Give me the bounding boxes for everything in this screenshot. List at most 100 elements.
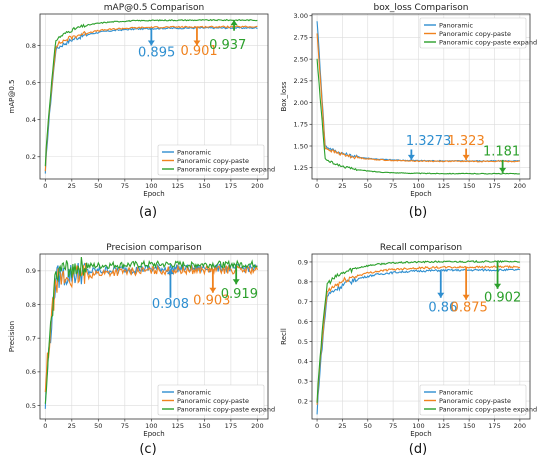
x-tick-label: 25 — [68, 182, 76, 190]
annotation-arrow-head — [230, 20, 238, 26]
x-tick-label: 75 — [389, 182, 397, 190]
legend-entry: Panoramic copy-paste — [439, 397, 511, 405]
x-tick-label: 150 — [463, 182, 475, 190]
y-tick-label: 0.8 — [298, 278, 308, 286]
annotation-arrow-head — [494, 283, 502, 289]
legend-entry: Panoramic copy-paste — [177, 157, 249, 165]
series-line-panoramic-copy-paste — [316, 264, 521, 405]
x-tick-label: 175 — [225, 182, 237, 190]
chart-title: mAP@0.5 Comparison — [104, 3, 204, 13]
x-axis-label: Epoch — [410, 430, 431, 438]
y-tick-label: 0.8 — [26, 301, 36, 309]
series-line-panoramic-copy-paste-expand — [44, 256, 258, 404]
x-tick-label: 0 — [315, 182, 319, 190]
chart-panel-b: 0 25 50 75 100 125 150 175 200 1.25 1.50 1.75 2.00 2.… — [280, 3, 537, 220]
x-tick-label: 25 — [338, 182, 346, 190]
y-tick-label: 0.2 — [26, 153, 36, 161]
annotation-label: 1.3273 — [406, 134, 452, 149]
chart-panel-d: 0 25 50 75 100 125 150 175 200 0.2 0.3 0.4 0.5 0.6 0.7… — [280, 243, 537, 457]
y-tick-label: 2.25 — [294, 77, 308, 85]
x-tick-label: 100 — [145, 182, 157, 190]
x-tick-label: 175 — [488, 182, 500, 190]
chart-title: box_loss Comparison — [374, 3, 469, 13]
legend-box — [419, 17, 527, 49]
y-tick-label: 1.25 — [294, 164, 308, 172]
legend-box — [157, 384, 265, 416]
y-tick-label: 0.4 — [298, 358, 308, 366]
y-tick-label: 0.5 — [26, 402, 36, 410]
y-tick-label: 3.00 — [294, 12, 308, 20]
panel-caption: (d) — [409, 442, 427, 457]
legend-entry: Panoramic copy-paste — [439, 30, 511, 38]
axes-frame — [39, 13, 269, 180]
legend-entry: Panoramic — [439, 21, 474, 29]
y-tick-label: 2.00 — [294, 99, 308, 107]
annotation-arrow-head — [147, 40, 155, 46]
y-tick-label: 2.75 — [294, 34, 308, 42]
annotation-arrow-head — [437, 292, 445, 298]
panel-caption: (c) — [139, 442, 156, 457]
y-tick-label: 0.2 — [298, 397, 308, 405]
x-tick-label: 75 — [121, 422, 129, 430]
y-tick-label: 1.50 — [294, 142, 308, 150]
y-tick-label: 0.6 — [298, 318, 308, 326]
annotation-label: 0.895 — [138, 46, 175, 61]
x-tick-label: 25 — [338, 422, 346, 430]
y-tick-label: 0.8 — [26, 42, 36, 50]
series-line-panoramic-copy-paste-expand — [316, 259, 521, 403]
series-line-panoramic — [316, 268, 520, 415]
annotation-label: 0.903 — [193, 294, 230, 309]
x-tick-label: 0 — [43, 182, 47, 190]
legend-entry: Panoramic — [177, 148, 212, 156]
y-axis-label: Box_loss — [280, 81, 288, 111]
legend-box — [157, 144, 265, 176]
x-tick-label: 200 — [251, 422, 263, 430]
x-tick-label: 150 — [198, 422, 210, 430]
annotation-label: 0.919 — [221, 287, 258, 302]
legend-entry: Panoramic copy-paste — [177, 397, 249, 405]
annotation-arrow-head — [407, 154, 415, 160]
y-tick-label: 0.3 — [298, 378, 308, 386]
y-tick-label: 0.7 — [298, 298, 308, 306]
annotation-label: 0.875 — [451, 301, 488, 316]
y-axis-label: Precision — [8, 321, 16, 352]
annotation-label: 0.86 — [428, 301, 457, 316]
annotation-label: 0.902 — [484, 291, 521, 306]
legend-entry: Panoramic copy-paste expand — [177, 405, 275, 413]
annotation-arrow-head — [462, 294, 470, 300]
y-tick-label: 0.6 — [26, 79, 36, 87]
chart-panel-a: 0 25 50 75 100 125 150 175 200 0.2 0.4 0.6 0.8 mAP@0.… — [8, 3, 275, 220]
annotation-label: 1.323 — [448, 134, 485, 149]
y-tick-label: 0.4 — [26, 116, 36, 124]
x-axis-label: Epoch — [143, 190, 164, 198]
x-tick-label: 200 — [514, 182, 526, 190]
annotation-label: 0.901 — [180, 44, 217, 59]
x-tick-label: 125 — [172, 422, 184, 430]
series-line-panoramic-copy-paste — [316, 33, 520, 163]
x-tick-label: 125 — [172, 182, 184, 190]
y-tick-label: 0.7 — [26, 334, 36, 342]
legend-entry: Panoramic — [177, 388, 212, 396]
annotation-arrow-head — [209, 287, 217, 293]
x-tick-label: 100 — [412, 182, 424, 190]
legend-box — [419, 384, 527, 416]
y-axis-label: mAP@0.5 — [8, 80, 16, 114]
y-tick-label: 0.9 — [26, 267, 36, 275]
axes-frame — [311, 13, 531, 180]
y-tick-label: 0.6 — [26, 368, 36, 376]
y-tick-label: 0.5 — [298, 338, 308, 346]
x-tick-label: 150 — [463, 422, 475, 430]
x-tick-label: 50 — [364, 422, 372, 430]
x-tick-label: 0 — [315, 422, 319, 430]
x-axis-label: Epoch — [410, 190, 431, 198]
x-tick-label: 175 — [225, 422, 237, 430]
annotation-arrow-head — [499, 167, 507, 173]
chart-panel-c: 0 25 50 75 100 125 150 175 200 0.5 0.6 0.7 0.8 0.9 Pre… — [8, 243, 275, 457]
chart-title: Precision comparison — [106, 243, 202, 253]
y-tick-label: 2.50 — [294, 55, 308, 63]
x-tick-label: 125 — [438, 182, 450, 190]
